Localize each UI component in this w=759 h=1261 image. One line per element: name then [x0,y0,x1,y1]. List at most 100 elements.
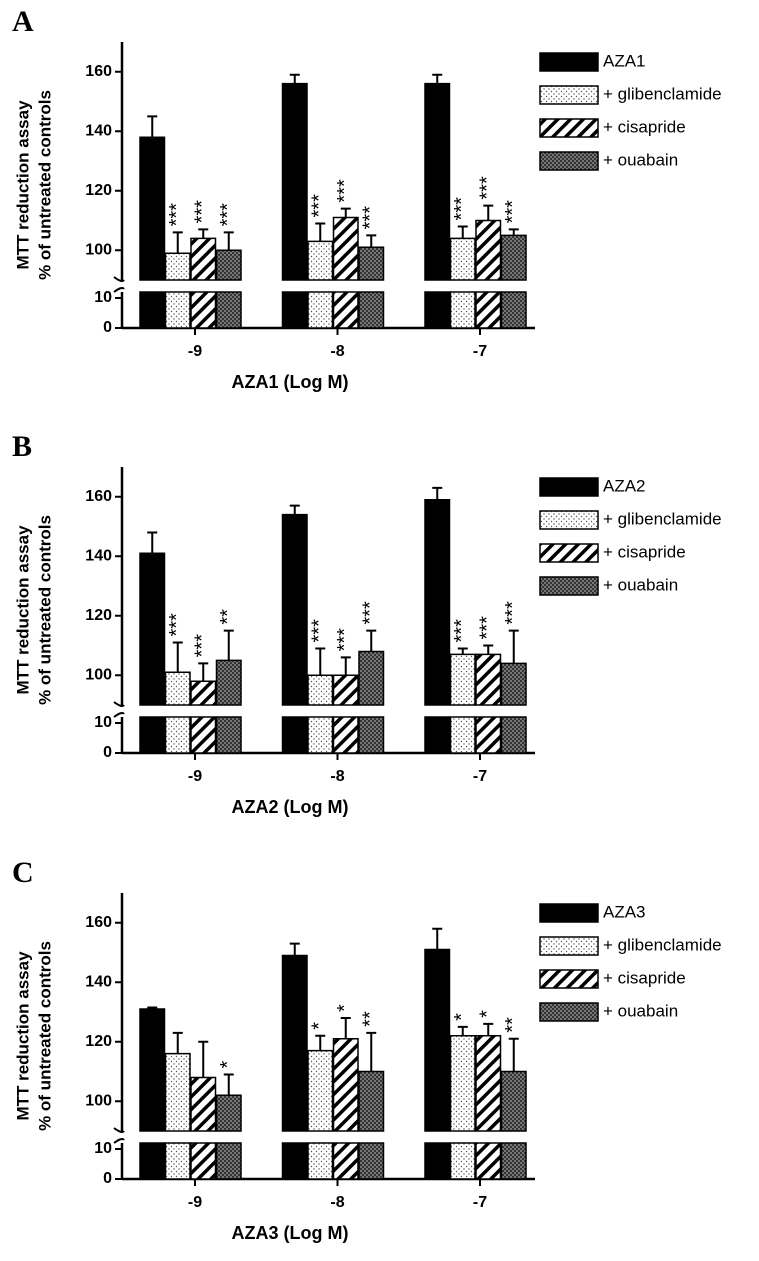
y-axis-label: % of untreated controls [35,90,54,280]
bar [139,136,166,329]
bar [190,680,217,754]
bar [358,246,385,329]
error-bar [483,644,494,655]
bar [215,1094,242,1180]
legend-label: AZA1 [603,51,646,70]
y-axis-label: MTT reduction assay [13,100,32,270]
error-bar [432,927,443,950]
legend-swatch [539,903,599,923]
y-tick-label: 160 [85,914,112,931]
bar [332,216,359,329]
bar [424,948,451,1180]
y-axis-label: MTT reduction assay [13,951,32,1121]
error-bar [315,222,326,242]
error-bar [198,1040,209,1078]
y-tick-label: 160 [85,63,112,80]
significance-label: ** [217,609,239,625]
error-bar [147,1006,158,1010]
bar [164,1052,191,1180]
significance-label: *** [309,194,331,218]
panel-label: B [12,430,32,463]
bar [475,219,502,329]
axis-break [113,276,125,282]
x-tick-label: -8 [330,768,344,785]
x-tick-label: -7 [473,343,487,360]
axis-break [113,701,125,707]
legend-swatch [539,1002,599,1022]
x-axis-label: AZA1 (Log M) [232,372,349,392]
error-bar [366,234,377,248]
y-tick-label: 100 [85,1092,112,1109]
error-bar [366,1031,377,1072]
significance-label: *** [309,619,331,643]
significance-label: *** [360,601,382,625]
bar [190,1076,217,1180]
legend-label: + glibenclamide [603,509,722,528]
axis-break [113,287,125,293]
bar [307,1049,334,1180]
y-tick-label: 10 [94,1140,112,1157]
x-tick-label: -8 [330,343,344,360]
axis-break [113,1127,125,1133]
y-tick-label: 0 [103,744,112,761]
bar [424,82,451,329]
significance-label: *** [334,179,356,203]
y-tick-label: 120 [85,182,112,199]
legend-label: + ouabain [603,1001,678,1020]
error-bar [289,73,300,84]
significance-label: *** [217,203,239,227]
y-tick-label: 140 [85,973,112,990]
significance-label: *** [334,628,356,652]
error-bar [340,656,351,676]
error-bar [508,1037,519,1072]
significance-label: *** [192,200,214,224]
error-bar [289,942,300,956]
error-bar [223,1073,234,1096]
y-tick-label: 0 [103,1170,112,1187]
significance-label: * [217,1060,239,1068]
axis-break [113,1138,125,1144]
y-tick-label: 0 [103,319,112,336]
significance-label: *** [477,616,499,640]
bar [424,498,451,754]
bar [500,1070,527,1180]
bar [215,249,242,329]
legend-label: + cisapride [603,117,686,136]
significance-label: * [334,1004,356,1012]
significance-label: * [309,1022,331,1030]
error-bar [483,1022,494,1036]
error-bar [172,1031,183,1054]
y-tick-label: 120 [85,607,112,624]
error-bar [172,641,183,673]
bar [215,659,242,754]
bar [475,1035,502,1180]
bar [281,513,308,754]
bar [164,671,191,754]
legend-label: + glibenclamide [603,84,722,103]
bar [358,1070,385,1180]
y-tick-label: 10 [94,289,112,306]
bar [332,674,359,754]
x-tick-label: -8 [330,1194,344,1211]
legend-swatch [539,118,599,138]
error-bar [432,486,443,500]
bar [164,252,191,329]
legend-swatch [539,510,599,530]
x-tick-label: -7 [473,768,487,785]
legend-label: + ouabain [603,575,678,594]
error-bar [223,231,234,251]
y-tick-label: 100 [85,241,112,258]
x-tick-label: -9 [188,1194,202,1211]
y-tick-label: 140 [85,122,112,139]
error-bar [432,73,443,84]
significance-label: * [477,1010,499,1018]
error-bar [340,207,351,218]
bar [449,237,476,329]
error-bar [198,228,209,239]
error-bar [223,629,234,661]
legend-swatch [539,85,599,105]
error-bar [340,1016,351,1039]
bar [281,82,308,329]
error-bar [366,629,377,652]
legend-label: + ouabain [603,150,678,169]
